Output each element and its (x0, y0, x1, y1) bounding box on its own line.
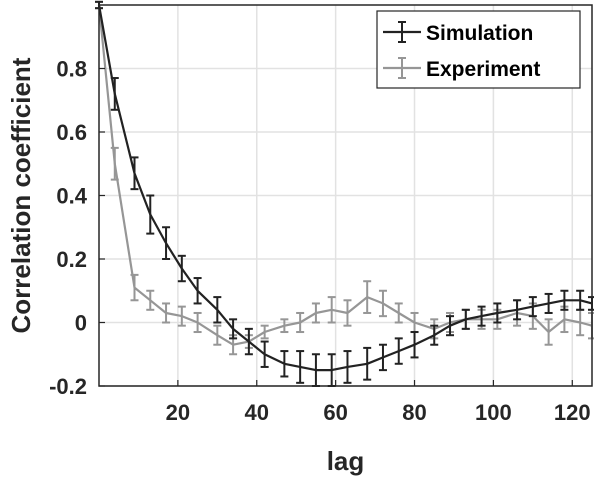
x-tick-label: 120 (554, 400, 591, 425)
y-tick-label: 0.2 (56, 247, 87, 272)
legend: Simulation Experiment (376, 10, 581, 89)
y-tick-label: 0.8 (56, 57, 87, 82)
x-tick-label: 100 (475, 400, 512, 425)
legend-entry-simulation: Simulation (383, 21, 533, 45)
y-axis-label: Correlation coefficient (6, 57, 36, 333)
y-tick-label: 0.4 (56, 184, 87, 209)
legend-entry-experiment: Experiment (383, 57, 540, 81)
legend-label: Simulation (426, 22, 533, 45)
x-axis-label: lag (327, 446, 365, 476)
y-tick-label: -0.2 (49, 374, 87, 399)
x-tick-label: 40 (245, 400, 269, 425)
x-tick-label: 80 (402, 400, 426, 425)
y-tick-label: 0 (75, 311, 87, 336)
y-tick-label: 0.6 (56, 120, 87, 145)
legend-label: Experiment (426, 58, 540, 81)
plot-series (95, 0, 594, 387)
series-simulation (95, 0, 594, 387)
legend-box (376, 10, 581, 89)
x-tick-label: 20 (166, 400, 190, 425)
x-tick-label: 60 (323, 400, 347, 425)
axis-ticks: 20 40 60 80 100 120 -0.2 0 0.2 0.4 0.6 0.8 (49, 57, 591, 426)
